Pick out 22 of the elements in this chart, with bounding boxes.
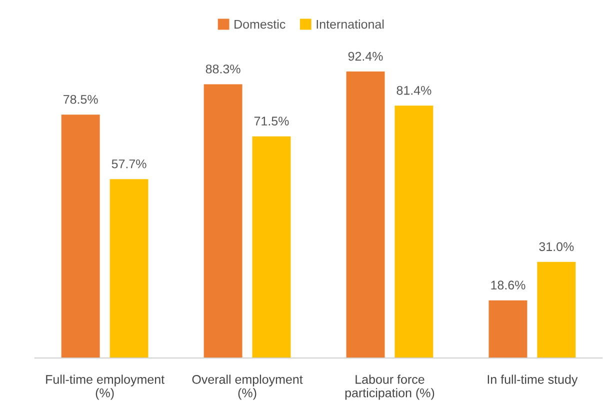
x-tick-label: Full-time employment (%) [46, 374, 164, 400]
bar [252, 136, 291, 358]
data-label: 71.5% [254, 116, 289, 126]
bar [537, 262, 576, 358]
bar [488, 300, 528, 358]
bar [394, 106, 434, 358]
data-label: 78.5% [64, 94, 98, 104]
legend-label: International [316, 20, 384, 29]
bar [61, 114, 100, 358]
bar [346, 72, 385, 358]
bar [110, 179, 148, 358]
data-label: 88.3% [206, 64, 240, 74]
x-tick-label: Overall employment (%) [192, 374, 303, 400]
bar [204, 84, 242, 358]
data-label: 31.0% [539, 242, 574, 252]
data-label: 18.6% [491, 280, 526, 290]
data-label: 57.7% [112, 160, 146, 168]
legend-label: Domestic [234, 20, 286, 29]
x-tick-label: Labour force participation (%) [345, 374, 434, 400]
data-label: 92.4% [348, 52, 383, 61]
x-tick-label: In full-time study [488, 374, 578, 386]
data-label: 81.4% [396, 86, 432, 95]
